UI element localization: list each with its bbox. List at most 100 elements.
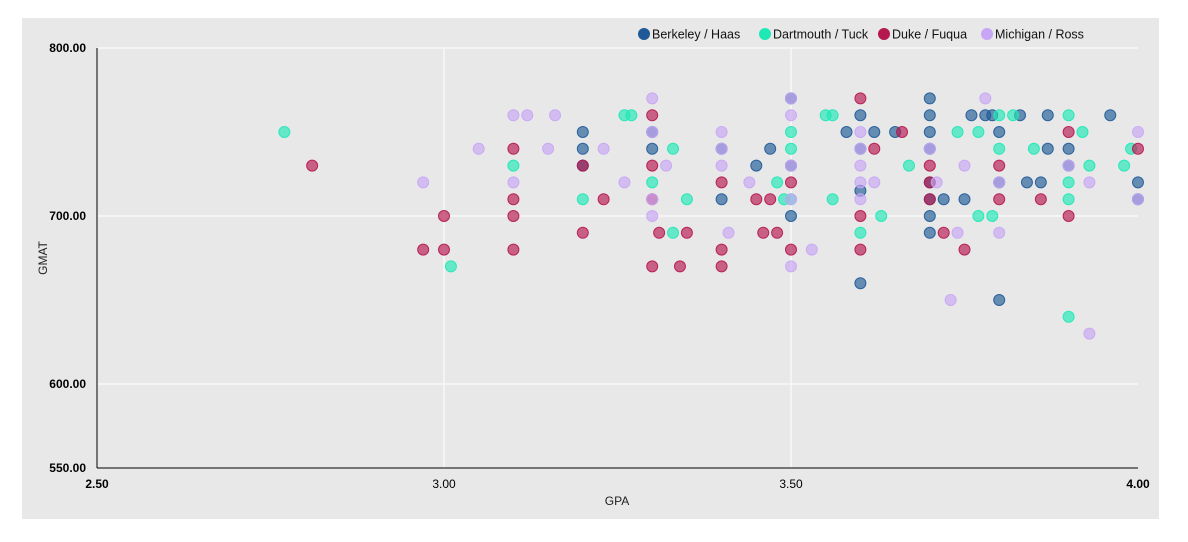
data-point <box>597 142 610 155</box>
data-point <box>438 243 450 256</box>
data-point <box>875 210 888 222</box>
legend-label: Duke / Fuqua <box>892 28 967 42</box>
data-point <box>854 176 867 189</box>
data-point <box>1083 176 1096 189</box>
data-point <box>1062 126 1075 138</box>
legend-label: Dartmouth / Tuck <box>773 28 869 42</box>
data-point <box>750 193 763 206</box>
x-tick-label: 4.00 <box>1126 477 1150 491</box>
data-point <box>923 142 936 155</box>
legend-marker <box>878 28 890 40</box>
data-point <box>972 126 985 138</box>
data-point <box>868 126 881 138</box>
data-point <box>618 176 631 189</box>
data-point <box>826 109 839 122</box>
data-point <box>507 193 520 206</box>
data-point <box>1034 176 1047 189</box>
data-point <box>993 142 1006 155</box>
data-point <box>507 109 520 122</box>
data-point <box>576 126 589 138</box>
data-point <box>1083 327 1096 340</box>
data-point <box>417 176 430 189</box>
data-points <box>278 92 1144 340</box>
data-point <box>986 210 999 222</box>
data-point <box>854 92 867 105</box>
data-point <box>521 109 534 122</box>
data-point <box>979 92 992 105</box>
series-1 <box>278 109 1138 323</box>
data-point <box>417 243 430 256</box>
data-point <box>854 226 867 239</box>
data-point <box>653 226 666 239</box>
legend-label: Berkeley / Haas <box>652 28 740 42</box>
data-point <box>507 142 520 155</box>
data-point <box>646 176 659 189</box>
legend-item: Michigan / Ross <box>981 28 1084 42</box>
data-point <box>1027 142 1040 155</box>
data-point <box>1118 159 1131 172</box>
data-point <box>944 294 957 306</box>
data-point <box>1062 159 1075 172</box>
data-point <box>764 142 777 155</box>
data-point <box>715 243 728 256</box>
data-point <box>785 92 797 105</box>
legend-label: Michigan / Ross <box>995 28 1084 42</box>
data-point <box>937 193 950 206</box>
data-point <box>771 226 784 239</box>
data-point <box>438 210 450 222</box>
data-point <box>715 159 728 172</box>
data-point <box>854 193 867 206</box>
y-tick-label: 700.00 <box>49 209 86 223</box>
data-point <box>667 226 680 239</box>
data-point <box>854 126 867 138</box>
data-point <box>923 193 936 206</box>
data-point <box>1104 109 1117 122</box>
axes <box>96 48 1138 469</box>
data-point <box>646 159 659 172</box>
data-point <box>923 92 936 105</box>
data-point <box>1062 193 1075 206</box>
data-point <box>597 193 610 206</box>
data-point <box>576 226 589 239</box>
data-point <box>673 260 686 273</box>
data-point <box>1083 159 1096 172</box>
data-point <box>785 260 797 273</box>
data-point <box>868 142 881 155</box>
x-tick-label: 2.50 <box>85 477 109 491</box>
data-point <box>993 176 1006 189</box>
data-point <box>507 243 520 256</box>
data-point <box>646 92 659 105</box>
data-point <box>958 159 971 172</box>
data-point <box>951 226 964 239</box>
tick-labels: 550.00 600.00 700.00 800.00 2.50 3.00 3.50 4.00 <box>49 41 1150 491</box>
data-point <box>1062 142 1075 155</box>
data-point <box>680 193 693 206</box>
data-point <box>625 109 638 122</box>
data-point <box>826 193 839 206</box>
data-point <box>1007 109 1020 122</box>
data-point <box>993 294 1006 306</box>
data-point <box>854 142 867 155</box>
data-point <box>840 126 853 138</box>
data-point <box>646 210 659 222</box>
data-point <box>542 142 555 155</box>
data-point <box>646 109 659 122</box>
data-point <box>1132 193 1144 206</box>
data-point <box>646 193 659 206</box>
chart-background <box>22 18 1159 519</box>
data-point <box>1041 142 1054 155</box>
data-point <box>576 142 589 155</box>
data-point <box>930 176 943 189</box>
data-point <box>854 159 867 172</box>
legend-item: Duke / Fuqua <box>878 28 967 42</box>
data-point <box>667 142 680 155</box>
data-point <box>785 176 797 189</box>
data-point <box>764 193 777 206</box>
data-point <box>715 193 728 206</box>
data-point <box>993 159 1006 172</box>
data-point <box>1076 126 1089 138</box>
data-point <box>507 210 520 222</box>
data-point <box>1132 142 1144 155</box>
